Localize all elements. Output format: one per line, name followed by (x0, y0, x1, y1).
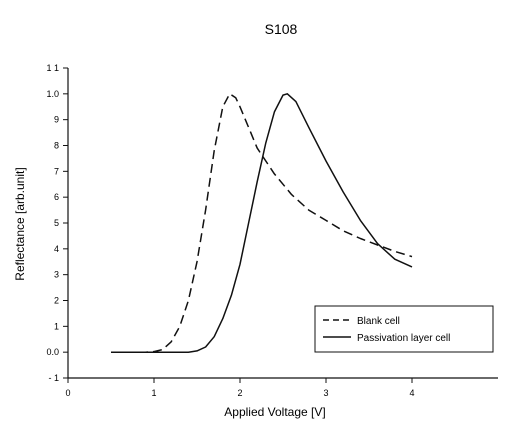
y-tick-label: 5 (54, 218, 59, 228)
y-ticks: - 1 0.0 1 2 3 4 5 6 7 8 9 1.0 1 1 (46, 63, 68, 383)
x-tick-label: 2 (237, 388, 242, 398)
series-layer (111, 93, 413, 353)
chart-title: S108 (265, 21, 298, 37)
y-tick-label: 2 (54, 296, 59, 306)
x-axis-label: Applied Voltage [V] (224, 405, 325, 419)
y-tick-label: 1 (54, 321, 59, 331)
legend-box (314, 305, 494, 353)
y-tick-label: 3 (54, 270, 59, 280)
y-tick-label: - 1 (48, 373, 59, 383)
y-axis-label: Reflectance [arb.unit] (13, 167, 27, 280)
x-tick-label: 0 (65, 388, 70, 398)
y-tick-label: 0.0 (46, 347, 59, 357)
series-line-blank-cell (111, 93, 413, 353)
series-line-passivation-layer-cell (111, 93, 413, 353)
y-tick-label: 9 (54, 115, 59, 125)
x-tick-label: 4 (409, 388, 414, 398)
y-tick-label: 4 (54, 244, 59, 254)
y-tick-label: 7 (54, 166, 59, 176)
x-ticks: 0 1 2 3 4 (65, 378, 415, 398)
x-tick-label: 3 (323, 388, 328, 398)
x-tick-label: 1 (151, 388, 156, 398)
y-tick-label: 1.0 (46, 89, 59, 99)
y-tick-label: 1 1 (46, 63, 59, 73)
legend: Blank cell Passivation layer cell (314, 305, 494, 353)
legend-label: Blank cell (357, 316, 400, 327)
y-tick-label: 8 (54, 141, 59, 151)
legend-label: Passivation layer cell (357, 333, 450, 344)
y-tick-label: 6 (54, 192, 59, 202)
